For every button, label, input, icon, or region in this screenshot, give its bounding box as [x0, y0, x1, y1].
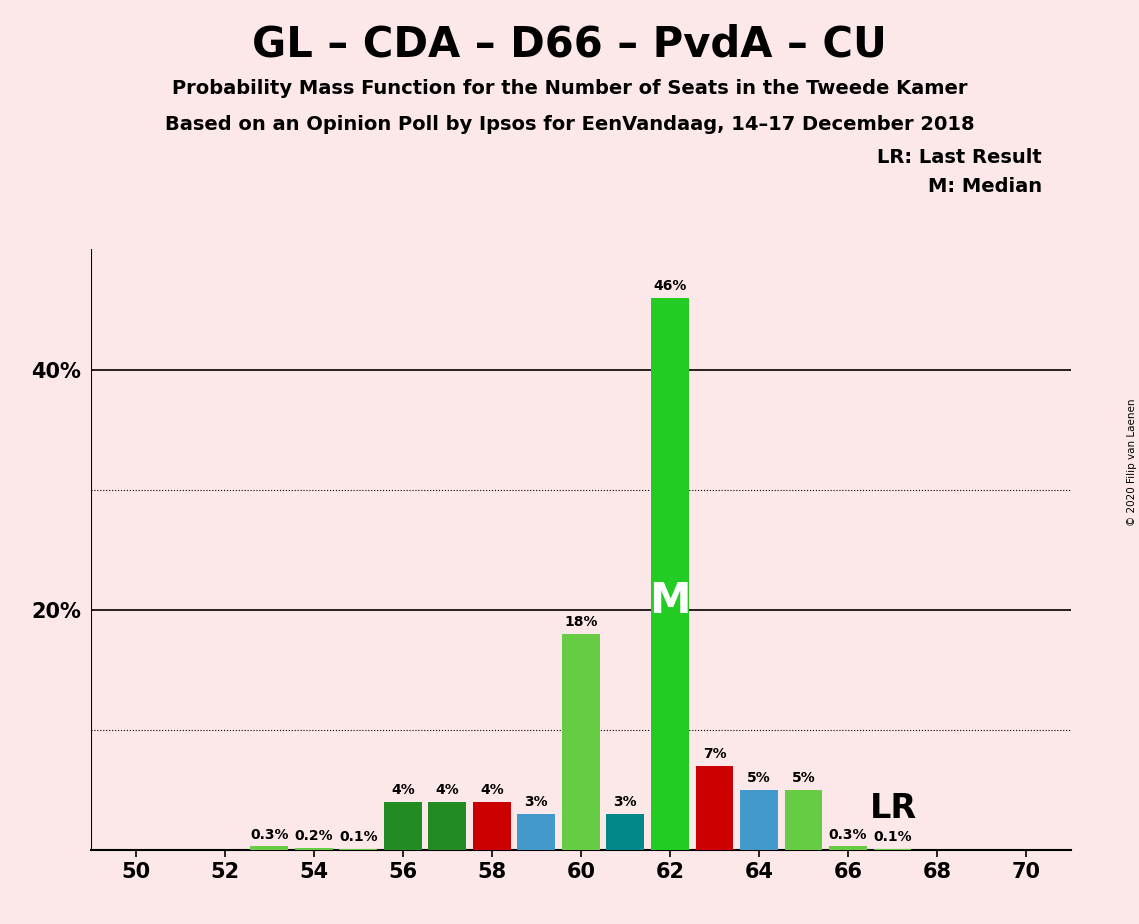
Text: 3%: 3%	[525, 796, 548, 809]
Bar	[874, 849, 911, 850]
Text: GL – CDA – D66 – PvdA – CU: GL – CDA – D66 – PvdA – CU	[252, 23, 887, 65]
Bar	[473, 802, 510, 850]
Bar	[339, 849, 377, 850]
Text: LR: LR	[870, 792, 917, 824]
Bar	[785, 790, 822, 850]
Bar	[295, 847, 333, 850]
Text: Probability Mass Function for the Number of Seats in the Tweede Kamer: Probability Mass Function for the Number…	[172, 79, 967, 98]
Text: 18%: 18%	[564, 615, 598, 629]
Text: 5%: 5%	[792, 772, 816, 785]
Text: 46%: 46%	[654, 279, 687, 293]
Text: 4%: 4%	[391, 784, 415, 797]
Text: 0.3%: 0.3%	[829, 828, 867, 842]
Text: 4%: 4%	[480, 784, 503, 797]
Text: 0.1%: 0.1%	[339, 830, 378, 845]
Bar	[562, 634, 600, 850]
Text: © 2020 Filip van Laenen: © 2020 Filip van Laenen	[1126, 398, 1137, 526]
Text: M: M	[649, 580, 690, 623]
Bar	[517, 814, 556, 850]
Text: M: Median: M: Median	[928, 177, 1042, 197]
Bar	[740, 790, 778, 850]
Text: 3%: 3%	[614, 796, 637, 809]
Text: 4%: 4%	[435, 784, 459, 797]
Text: 7%: 7%	[703, 748, 727, 761]
Text: 5%: 5%	[747, 772, 771, 785]
Bar	[696, 766, 734, 850]
Bar	[606, 814, 645, 850]
Bar	[829, 846, 867, 850]
Bar	[652, 298, 689, 850]
Text: Based on an Opinion Poll by Ipsos for EenVandaag, 14–17 December 2018: Based on an Opinion Poll by Ipsos for Ee…	[165, 116, 974, 135]
Bar	[251, 846, 288, 850]
Bar	[428, 802, 466, 850]
Text: 0.1%: 0.1%	[874, 830, 912, 845]
Text: 0.3%: 0.3%	[249, 828, 288, 842]
Text: 0.2%: 0.2%	[294, 829, 333, 843]
Bar	[384, 802, 421, 850]
Text: LR: Last Result: LR: Last Result	[877, 148, 1042, 167]
